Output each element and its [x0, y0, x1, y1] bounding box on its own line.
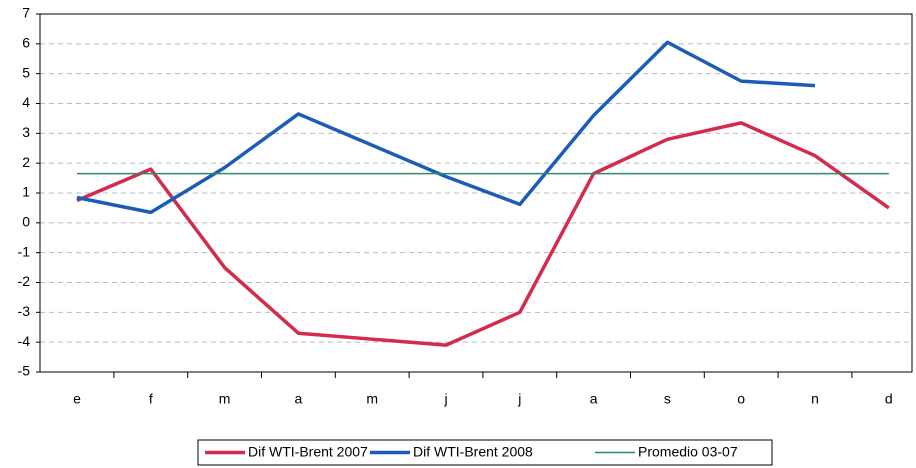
y-tick-label: -1	[18, 243, 31, 259]
y-tick-label: -4	[18, 333, 31, 349]
y-tick-label: 3	[22, 124, 30, 140]
y-tick-label: 7	[22, 5, 30, 21]
x-tick-label: s	[664, 391, 671, 407]
x-tick-label: o	[737, 391, 745, 407]
legend-label: Dif WTI-Brent 2008	[413, 444, 533, 460]
y-tick-label: -3	[18, 303, 31, 319]
x-tick-label: m	[219, 391, 231, 407]
x-tick-label: j	[517, 391, 521, 407]
y-tick-label: 5	[22, 64, 30, 80]
x-tick-label: n	[811, 391, 819, 407]
y-tick-label: 2	[22, 154, 30, 170]
y-tick-label: 4	[22, 94, 30, 110]
x-tick-label: m	[366, 391, 378, 407]
x-tick-label: f	[149, 391, 153, 407]
y-tick-label: 6	[22, 35, 30, 51]
series-line	[76, 121, 890, 347]
y-tick-label: -5	[18, 363, 31, 379]
plot-frame	[39, 13, 913, 373]
y-tick-label: 1	[22, 184, 30, 200]
legend-box	[197, 439, 773, 466]
y-tick-label: 0	[22, 214, 30, 230]
x-tick-label: e	[73, 391, 81, 407]
x-tick-label: d	[885, 391, 893, 407]
legend-label: Dif WTI-Brent 2007	[248, 444, 368, 460]
legend: Dif WTI-Brent 2007 Dif WTI-Brent 2008 Prom…	[197, 439, 773, 466]
x-tick-label: a	[295, 391, 303, 407]
legend-label: Promedio 03-07	[638, 444, 738, 460]
y-tick-label: -2	[18, 273, 31, 289]
series-line	[76, 40, 816, 215]
x-tick-label: j	[443, 391, 447, 407]
x-tick-label: a	[590, 391, 598, 407]
